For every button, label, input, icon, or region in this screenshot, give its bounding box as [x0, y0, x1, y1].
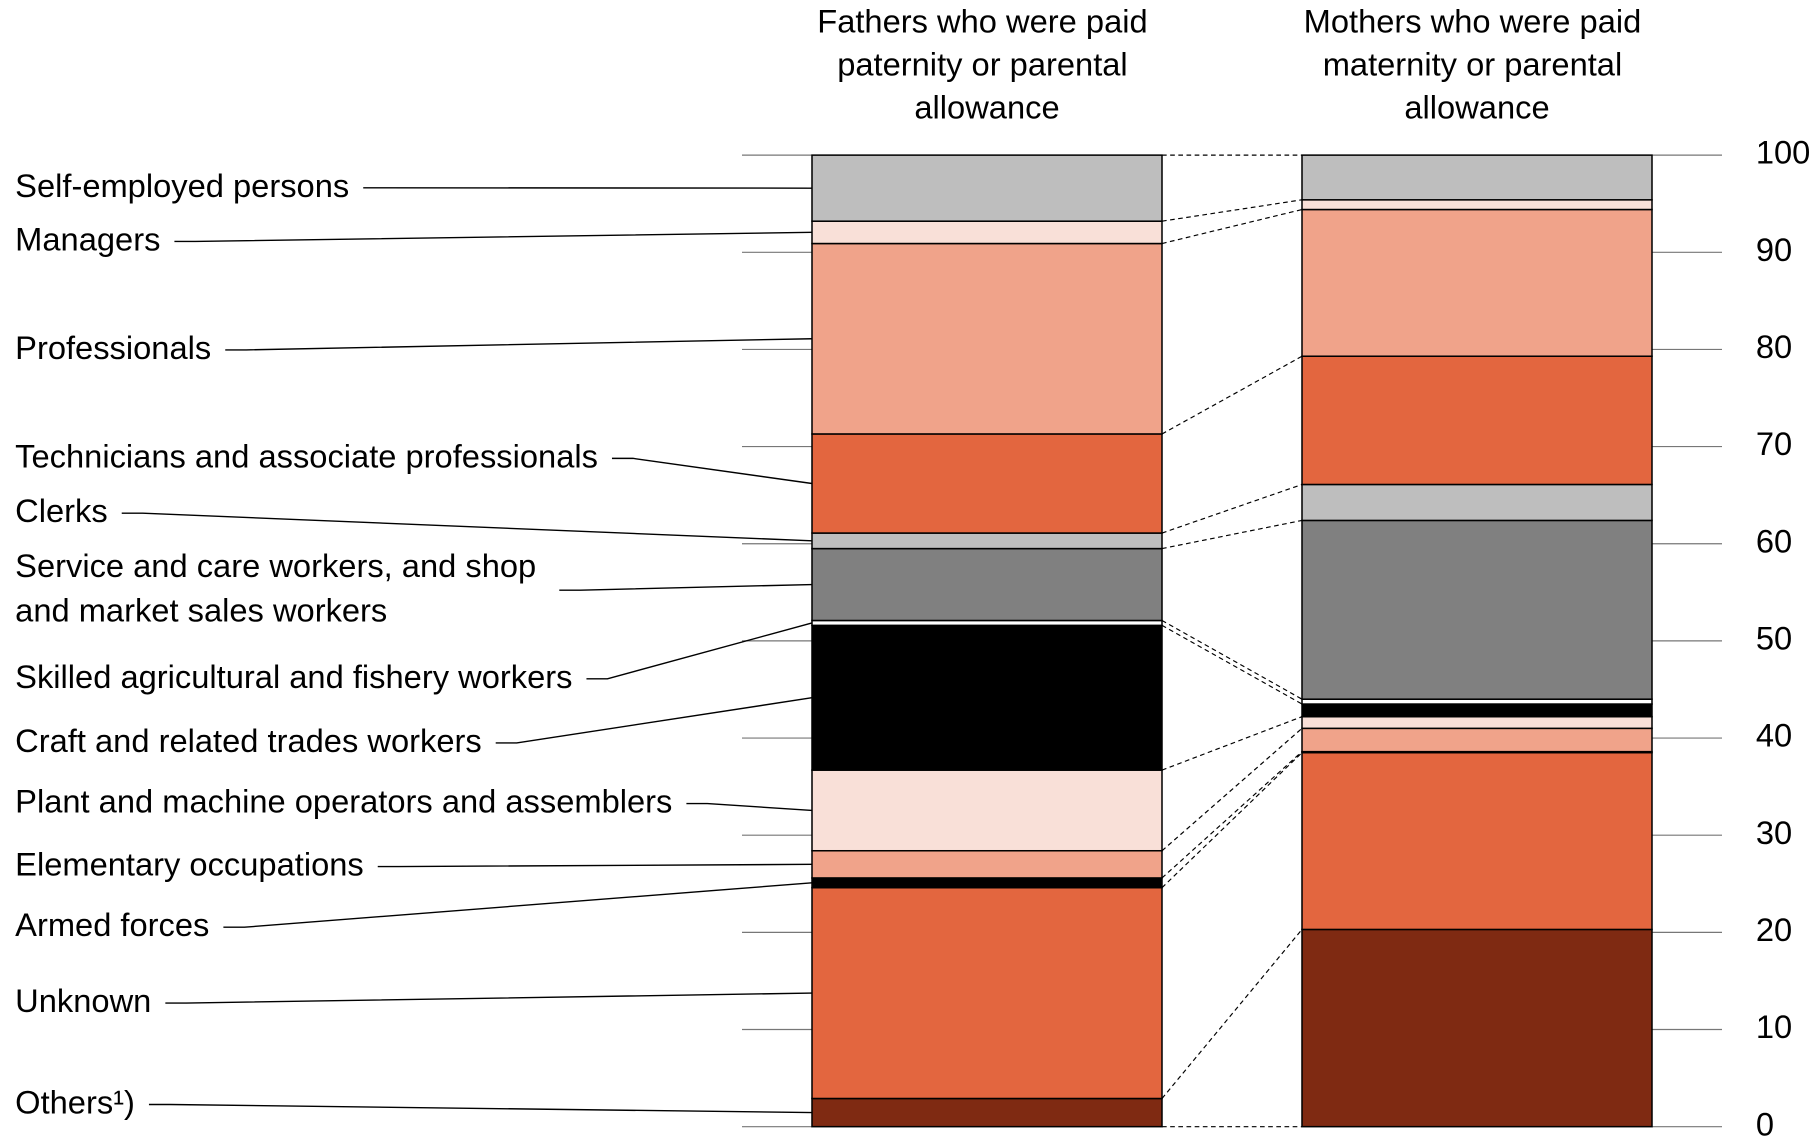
leader-line [223, 882, 813, 928]
connector [1161, 752, 1303, 889]
bar-segment [1301, 519, 1653, 700]
y-tick-label: 30 [1756, 814, 1792, 851]
legend-label: Armed forces [15, 906, 209, 943]
y-tick-label: 60 [1756, 522, 1792, 559]
legend-label: Clerks [15, 492, 108, 529]
bar-segment [811, 547, 1163, 622]
bar-segment [811, 433, 1163, 534]
y-tick-label: 0 [1756, 1105, 1774, 1136]
y-tick-label: 10 [1756, 1008, 1792, 1045]
bar-segment [1301, 199, 1653, 211]
legend-label: Skilled agricultural and fishery workers [15, 657, 572, 694]
bar-segment [1301, 751, 1653, 931]
connector [1161, 208, 1303, 245]
bar-segment [811, 849, 1163, 879]
bar-segment [811, 154, 1163, 222]
bar-segment [811, 877, 1163, 889]
legend-label: Professionals [15, 329, 211, 366]
bar-segment [811, 624, 1163, 771]
legend-label: Service and care workers, and shop and m… [15, 547, 545, 628]
leader-line [559, 583, 813, 591]
bar-segment [1301, 928, 1653, 1128]
connector [1161, 727, 1303, 852]
connector [1161, 519, 1303, 550]
leader-line [611, 457, 813, 485]
bar-segment [811, 532, 1163, 550]
y-tick-label: 50 [1756, 620, 1792, 657]
y-tick-label: 20 [1756, 911, 1792, 948]
y-tick-label: 100 [1756, 134, 1811, 171]
legend-label: Self-employed persons [15, 166, 349, 203]
legend-label: Technicians and associate professionals [15, 437, 598, 474]
bar-segment [811, 769, 1163, 852]
connector [1161, 929, 1303, 1099]
connector [1161, 751, 1303, 879]
leader-line [377, 863, 813, 868]
leader-line [495, 697, 813, 744]
bar-segment [1301, 208, 1653, 357]
y-tick-label: 70 [1756, 425, 1792, 462]
bar-segment [1301, 483, 1653, 522]
legend-label: Managers [15, 220, 160, 257]
legend-label: Elementary occupations [15, 845, 364, 882]
y-tick-label: 80 [1756, 328, 1792, 365]
bar-segment [1301, 703, 1653, 718]
connector [1161, 716, 1303, 771]
bar-segment [1301, 355, 1653, 486]
bar-segment [1301, 715, 1653, 730]
connector [1161, 199, 1303, 222]
bar-segment [811, 242, 1163, 435]
leader-line [586, 622, 813, 680]
legend-label: Unknown [15, 982, 151, 1019]
leader-line [686, 802, 813, 812]
connector [1161, 624, 1303, 705]
leader-line [148, 1103, 813, 1114]
connector [1161, 619, 1303, 700]
leader-line [225, 338, 813, 351]
bar-segment [811, 886, 1163, 1100]
bar-segment [811, 1097, 1163, 1128]
column-header: Mothers who were paid maternity or paren… [1304, 2, 1651, 125]
y-tick-label: 40 [1756, 717, 1792, 754]
bar-segment [811, 220, 1163, 245]
leader-line [165, 992, 813, 1004]
bar-segment [1301, 727, 1653, 753]
connector [1161, 483, 1303, 534]
bar-segment [1301, 154, 1653, 201]
legend-label: Others¹) [15, 1083, 135, 1120]
connector [1161, 355, 1303, 435]
y-tick-label: 90 [1756, 231, 1792, 268]
column-header: Fathers who were paid paternity or paren… [817, 2, 1156, 125]
leader-line [121, 512, 813, 542]
legend-label: Craft and related trades workers [15, 722, 482, 759]
legend-label: Plant and machine operators and assemble… [15, 782, 672, 819]
leader-line [174, 231, 813, 243]
